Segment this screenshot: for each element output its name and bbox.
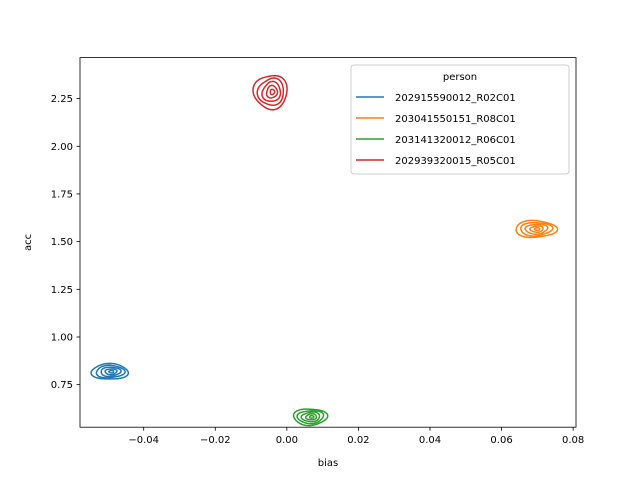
contour-level	[100, 366, 122, 378]
x-tick-label: 0.08	[562, 435, 584, 446]
x-tick-label: −0.02	[200, 435, 231, 446]
legend-label: 203041550151_R08C01	[395, 114, 516, 125]
contour-level	[90, 362, 130, 380]
contour-level	[520, 221, 554, 237]
contour-layer	[90, 74, 559, 427]
legend-title: person	[443, 72, 477, 83]
contour-level	[524, 223, 549, 236]
contour-level	[529, 225, 544, 233]
contour-level	[252, 74, 288, 111]
y-tick-label: 1.50	[51, 237, 73, 248]
y-tick-label: 1.00	[51, 332, 73, 343]
y-tick-label: 0.75	[51, 380, 73, 391]
contour-level	[296, 409, 325, 425]
legend-label: 202915590012_R02C01	[395, 93, 516, 104]
legend-label: 203141320012_R06C01	[395, 135, 516, 146]
contour-level	[515, 219, 559, 239]
contour-cluster	[515, 219, 559, 239]
contour-level	[95, 364, 126, 379]
legend-box	[350, 64, 570, 175]
y-tick-label: 2.00	[51, 142, 73, 153]
y-tick-label: 2.25	[51, 94, 73, 105]
contour-cluster	[292, 408, 329, 427]
contour-level	[108, 369, 115, 374]
contour-level	[304, 412, 318, 421]
legend-label: 202939320015_R05C01	[395, 156, 516, 167]
contour-level	[256, 77, 285, 106]
contour-level	[292, 408, 329, 427]
plot-frame	[79, 57, 577, 428]
contour-level	[261, 80, 282, 102]
y-tick-label: 1.25	[51, 285, 73, 296]
x-tick-label: 0.02	[347, 435, 369, 446]
contour-cluster	[252, 74, 288, 111]
contour-level	[533, 226, 541, 232]
contour-level	[300, 411, 321, 423]
x-tick-label: 0.00	[276, 435, 298, 446]
contour-level	[265, 84, 279, 99]
x-tick-label: 0.04	[419, 435, 441, 446]
x-tick-label: −0.04	[128, 435, 159, 446]
x-axis: −0.04 −0.02 0.00 0.02 0.04 0.06 0.08	[128, 427, 584, 446]
x-tick-label: 0.06	[490, 435, 512, 446]
legend-entries: 202915590012_R02C01 203041550151_R08C01 20…	[356, 93, 516, 167]
contour-level	[308, 414, 315, 419]
legend: person 202915590012_R02C01 203041550151_R…	[350, 64, 570, 175]
y-axis: 0.75 1.00 1.25 1.50 1.75 2.00 2.25	[51, 94, 80, 391]
contour-level	[104, 368, 118, 376]
y-tick-label: 1.75	[51, 189, 73, 200]
x-axis-label: bias	[318, 458, 338, 469]
contour-cluster	[90, 362, 130, 380]
y-axis-label: acc	[23, 234, 34, 251]
contour-level	[269, 88, 276, 96]
